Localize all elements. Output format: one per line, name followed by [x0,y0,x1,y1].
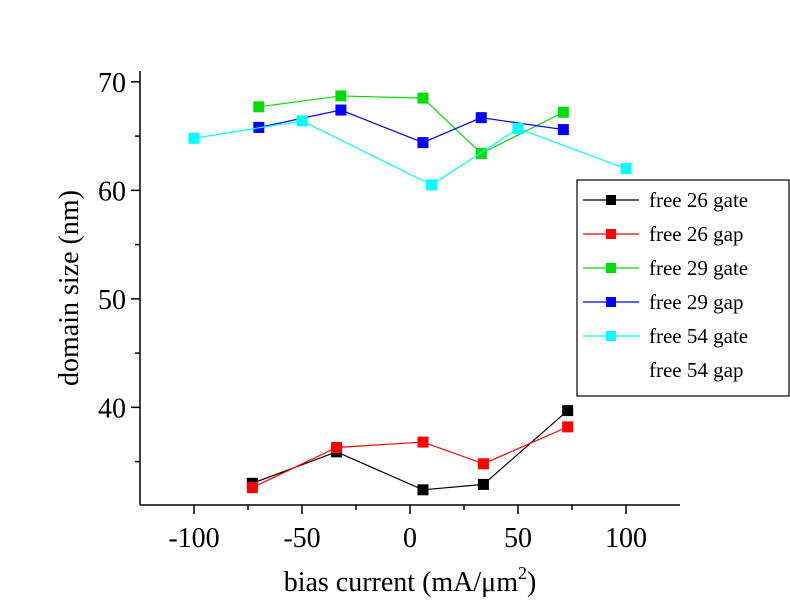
data-point [188,132,200,144]
series-free-29-gate [253,90,569,159]
y-tick-label: 50 [98,285,126,316]
plot-area [188,90,632,496]
x-axis-label-main: bias current (mA/μm [284,567,519,598]
y-tick-label: 70 [98,68,126,99]
data-point [562,405,574,417]
y-ticks: 40 50 60 70 [98,68,140,463]
legend-label: free 26 gap [649,222,743,246]
x-ticks: -100 -50 0 50 100 [168,505,647,554]
legend-label: free 29 gate [649,256,748,280]
x-tick-label: 100 [605,523,647,554]
data-point [475,147,487,159]
x-tick-label: 50 [504,523,532,554]
legend-box [576,179,790,397]
data-point [331,441,343,453]
data-point [296,115,308,127]
x-axis-label-sup: 2 [518,563,527,583]
legend-swatch-marker [606,195,616,205]
data-point [557,106,569,118]
x-tick-label: 0 [403,523,417,554]
data-point [557,124,569,136]
data-point [417,436,429,448]
data-point [417,92,429,104]
legend-label: free 29 gap [649,290,743,314]
data-point [475,112,487,124]
legend-swatch-marker [606,297,616,307]
data-point [620,163,632,175]
data-point [426,179,438,191]
data-point [335,90,347,102]
legend-swatch-marker [606,331,616,341]
legend-label: free 54 gap [649,358,743,382]
y-tick-label: 40 [98,393,126,424]
data-point [477,458,489,470]
x-axis-label: bias current (mA/μm2) [284,563,537,598]
series-line [252,410,569,491]
data-point [477,478,489,490]
data-point [417,137,429,149]
data-point [562,421,574,433]
x-tick-label: -50 [283,523,320,554]
legend-label: free 54 gate [649,324,748,348]
series-free-54-gate [188,115,632,191]
y-tick-label: 60 [98,176,126,207]
legend-swatch-marker [606,263,616,273]
data-point [246,482,258,494]
data-point [512,123,524,135]
x-axis-label-close: ) [527,567,536,598]
x-tick-label: -100 [168,523,219,554]
legend-swatch-marker [606,229,616,239]
legend: free 26 gate free 26 gap free 29 gate free … [576,179,790,397]
legend-label: free 26 gate [649,188,748,212]
data-point [253,101,265,113]
data-point [417,484,429,496]
y-axis-label: domain size (nm) [54,190,85,386]
series-free-26-gate [246,405,574,496]
series-line [252,426,568,489]
data-point [335,104,347,116]
series-free-26-gap [246,421,574,494]
